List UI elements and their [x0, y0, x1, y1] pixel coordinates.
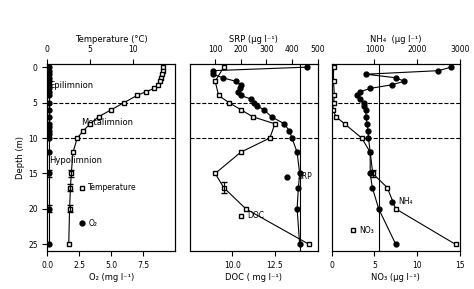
Text: Hypolimnion: Hypolimnion	[49, 156, 102, 165]
X-axis label: DOC ( mg l⁻¹): DOC ( mg l⁻¹)	[225, 273, 282, 282]
Text: Temperature: Temperature	[88, 183, 137, 192]
Text: Metalimnion: Metalimnion	[81, 118, 133, 127]
X-axis label: NH₄  (μg l⁻¹): NH₄ (μg l⁻¹)	[370, 35, 421, 44]
X-axis label: SRP (μg l⁻¹): SRP (μg l⁻¹)	[229, 35, 278, 44]
Text: Epilimnion: Epilimnion	[49, 81, 93, 90]
Text: NH₄: NH₄	[398, 197, 412, 206]
Text: DOC: DOC	[247, 212, 264, 221]
X-axis label: O₂ (mg l⁻¹): O₂ (mg l⁻¹)	[89, 273, 134, 282]
Text: O₂: O₂	[88, 218, 97, 227]
Y-axis label: Depth (m): Depth (m)	[16, 136, 25, 179]
X-axis label: Temperature (°C): Temperature (°C)	[75, 35, 148, 44]
X-axis label: NO₃ (μg l⁻¹): NO₃ (μg l⁻¹)	[371, 273, 420, 282]
Text: NO₃: NO₃	[359, 226, 374, 235]
Text: SRP: SRP	[297, 173, 312, 181]
